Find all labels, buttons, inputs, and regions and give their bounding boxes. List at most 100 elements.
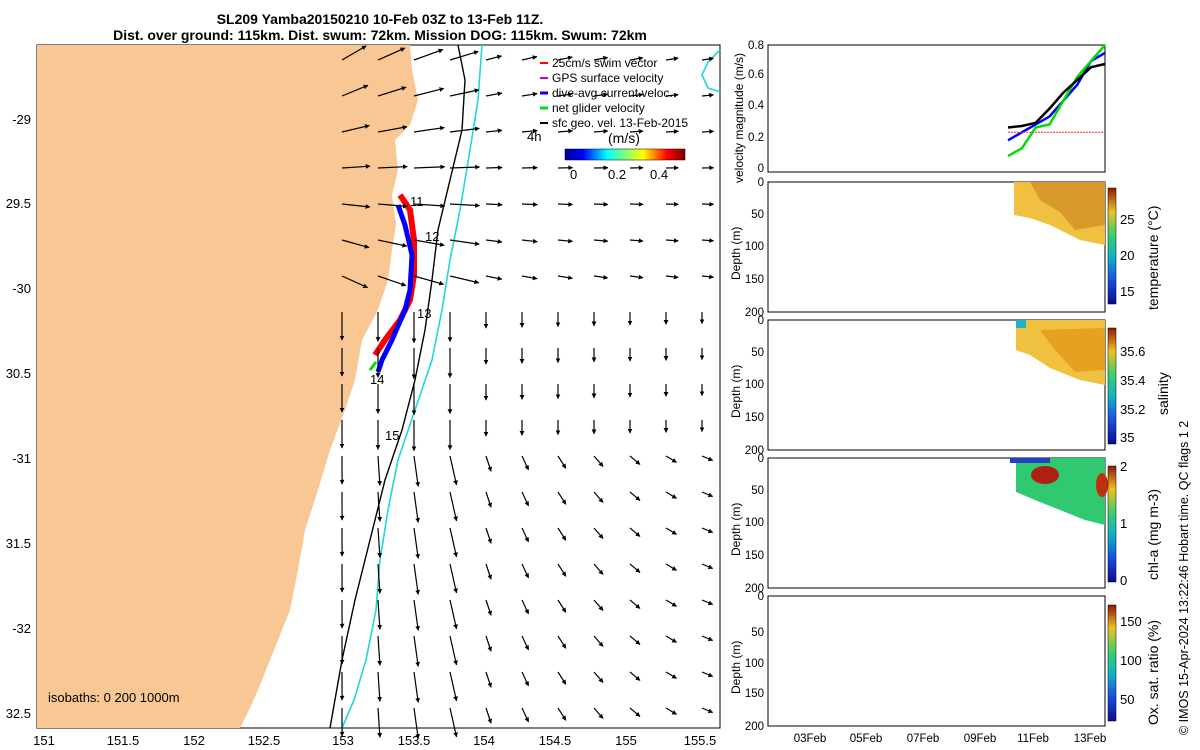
glider-track-blue: [375, 204, 415, 373]
current-vector: [413, 275, 445, 286]
current-vector: [557, 563, 567, 577]
current-vector: [557, 238, 574, 244]
current-vector: [593, 527, 604, 539]
velocity-series-line: [1007, 44, 1106, 158]
depth-tick: 50: [751, 485, 764, 497]
current-vector: [413, 239, 445, 247]
current-vector: [629, 599, 641, 609]
depth-tick: 150: [745, 550, 764, 562]
current-vector: [557, 455, 567, 469]
current-vector: [593, 491, 604, 503]
speed-colorbar-title: (m/s): [608, 130, 640, 146]
chart-title-line2: Dist. over ground: 115km. Dist. swum: 72…: [113, 27, 647, 43]
oxygen-label: Ox. sat. ratio (%): [1145, 619, 1161, 725]
legend-label-swim: 25cm/s swim vector: [552, 56, 657, 70]
depth-tick: 0: [758, 315, 764, 327]
lat-tick: 31.5: [6, 536, 31, 551]
current-vector: [557, 201, 574, 207]
lon-tick: 155: [615, 733, 637, 748]
chla-cb-tick: 2: [1120, 459, 1127, 474]
current-vector: [593, 563, 604, 575]
current-vector: [557, 671, 567, 685]
current-vector: [377, 125, 408, 133]
current-vector: [413, 164, 446, 170]
sal-cb-tick: 35.2: [1120, 402, 1145, 417]
current-vector: [629, 635, 641, 645]
sal-cb-tick: 35: [1120, 430, 1134, 445]
current-vector: [413, 671, 420, 703]
current-vector: [413, 527, 420, 559]
current-vector: [413, 707, 420, 739]
lat-tick: -30: [12, 281, 31, 296]
velocity-panel: [767, 44, 1106, 173]
current-vector: [521, 91, 538, 97]
current-vector: [341, 45, 367, 61]
current-vector: [629, 527, 641, 537]
lat-tick: 29.5: [6, 196, 31, 211]
velocity-ylabel: velocity magnitude (m/s): [732, 52, 746, 183]
current-vector: [701, 527, 714, 534]
current-vector: [377, 563, 383, 594]
depth-tick: 100: [745, 241, 764, 253]
depth-tick: 50: [751, 627, 764, 639]
depth-ylabel: Depth (m): [729, 364, 743, 418]
salinity-label: salinity: [1155, 372, 1171, 415]
current-vector: [665, 527, 677, 535]
lon-tick: 151: [33, 733, 55, 748]
current-vector: [593, 128, 609, 134]
current-vector: [665, 129, 679, 134]
current-vector: [377, 275, 407, 287]
current-vector: [485, 202, 503, 207]
depth-tick: 150: [745, 412, 764, 424]
track-label-14: 14: [370, 372, 384, 387]
current-vector: [701, 129, 715, 134]
current-vector: [449, 599, 458, 630]
speed-colorbar: [564, 148, 686, 161]
current-vector: [413, 599, 420, 631]
depth-tick: 100: [745, 658, 764, 670]
current-vector: [377, 635, 383, 666]
time-tick: 05Feb: [850, 733, 883, 745]
current-vector: [341, 84, 369, 97]
current-vector: [377, 86, 407, 97]
chla-label: chl-a (mg m-3): [1145, 488, 1161, 580]
current-vector: [413, 635, 420, 667]
current-vector: [485, 635, 493, 652]
current-vector: [521, 55, 538, 61]
current-vector: [557, 491, 567, 505]
current-vector: [521, 128, 538, 134]
current-vector: [521, 671, 530, 687]
lon-tick: 152: [183, 733, 205, 748]
ox-cb-tick: 50: [1120, 692, 1134, 707]
current-vector: [665, 635, 677, 643]
temp-cb-tick: 20: [1120, 248, 1134, 263]
lon-tick: 154: [473, 733, 495, 748]
current-vector: [701, 491, 714, 498]
map-legend: 25cm/s swim vector GPS surface velocity …: [540, 56, 688, 130]
current-vector: [521, 238, 538, 244]
current-vector: [377, 455, 383, 486]
current-vector: [593, 238, 609, 244]
current-vector: [629, 707, 641, 717]
current-vector: [413, 491, 420, 523]
current-vector: [449, 455, 458, 486]
isobaths-label: isobaths: 0 200 1000m: [48, 690, 180, 705]
depth-tick: 200: [745, 445, 764, 457]
current-vector: [413, 203, 446, 209]
current-vector: [449, 164, 481, 170]
current-vector: [377, 239, 408, 248]
current-vector: [413, 125, 445, 133]
current-vector: [485, 54, 503, 61]
current-vector: [377, 164, 408, 170]
current-vector: [665, 707, 677, 715]
current-vector: [593, 635, 604, 647]
depth-ylabel: Depth (m): [729, 502, 743, 556]
lon-axis: 151 151.5 152 152.5 153 153.5 154 154.5 …: [33, 733, 716, 748]
salinity-colorbar: [1107, 327, 1117, 445]
depth-tick: 200: [745, 583, 764, 595]
temperature-label: temperature (°C): [1145, 205, 1161, 310]
depth-tick: 100: [745, 517, 764, 529]
vel-tick: 0.6: [748, 69, 764, 81]
current-vector: [629, 563, 641, 573]
current-vector: [629, 671, 641, 681]
